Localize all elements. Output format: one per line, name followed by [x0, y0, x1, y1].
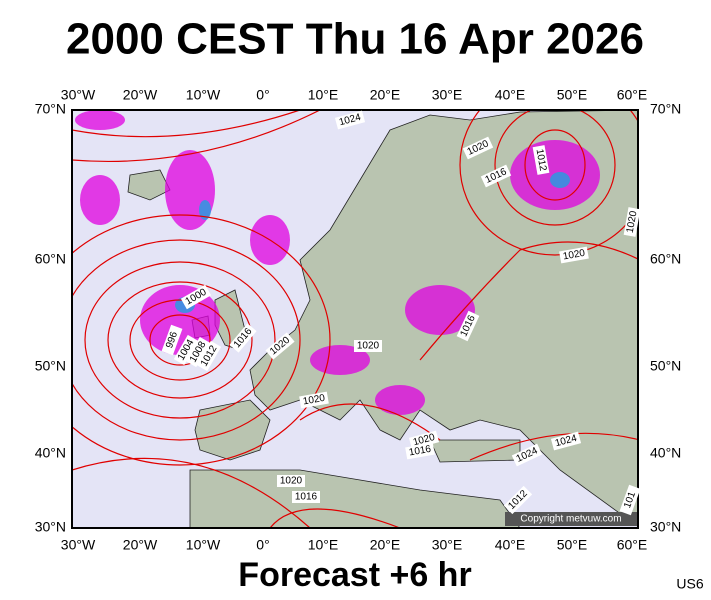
isobar-label-box	[292, 491, 320, 503]
latitude-label: 70°N	[35, 101, 66, 117]
latitude-label: 30°N	[35, 519, 66, 535]
longitude-label: 50°E	[557, 537, 588, 553]
latitude-label: 60°N	[35, 251, 66, 267]
latitude-label: 50°N	[35, 358, 66, 374]
longitude-label: 40°E	[495, 87, 526, 103]
isobar-label-box	[180, 284, 212, 310]
isobar-label-group: 1020	[354, 340, 382, 352]
longitude-label: 20°E	[370, 537, 401, 553]
longitude-label: 10°E	[308, 537, 339, 553]
isobar-label-group: 1024	[334, 110, 366, 130]
latitude-label: 40°N	[35, 445, 66, 461]
longitude-label: 10°W	[186, 87, 221, 103]
isobar-label-box	[173, 334, 199, 366]
isobar-label-group: 101	[619, 484, 641, 516]
isobar-label-box	[354, 340, 382, 352]
isobar-label: 1020	[562, 248, 586, 263]
isobar-label-group: 1020	[277, 475, 305, 487]
isobar-label-box	[532, 145, 550, 175]
longitude-label: 40°E	[495, 537, 526, 553]
isobar-label: 1020	[280, 476, 303, 487]
map-area	[72, 110, 638, 528]
isobar-label-box	[462, 136, 494, 160]
copyright: Copyright metvuw.com	[520, 514, 621, 525]
isobar-label: 1020	[625, 210, 640, 234]
isobar-label: 1016	[408, 444, 432, 459]
map-frame	[71, 109, 639, 529]
isobar-label: 1020	[357, 341, 380, 352]
latitude-label: 40°N	[650, 445, 681, 461]
isobar-label-box	[161, 324, 183, 356]
longitude-label: 60°E	[617, 537, 648, 553]
isobar-label: 1016	[295, 492, 318, 503]
isobar-label-box	[623, 207, 641, 237]
title: 2000 CEST Thu 16 Apr 2026	[66, 15, 644, 64]
isobar-label-box	[229, 323, 257, 353]
longitude-label: 10°W	[186, 537, 221, 553]
isobar-label-group: 1020	[623, 207, 641, 237]
isobar-label-box	[196, 340, 222, 372]
longitude-label: 10°E	[308, 87, 339, 103]
isobar-label-box	[334, 110, 366, 130]
isobar-label-box	[456, 310, 480, 342]
latitude-label: 70°N	[650, 101, 681, 117]
isobar-label-group: 1020	[299, 391, 329, 409]
forecast-label: Forecast +6 hr	[238, 556, 471, 594]
isobar-label-group: 1024	[550, 431, 582, 451]
isobar-label-box	[185, 336, 211, 368]
isobar-label-box	[277, 475, 305, 487]
latitude-label: 30°N	[650, 519, 681, 535]
isobar-label-box	[299, 391, 329, 409]
isobar-label-box	[265, 332, 295, 360]
longitude-label: 20°W	[123, 537, 158, 553]
isobar-label-group: 1016	[292, 491, 320, 503]
longitude-label: 0°	[256, 537, 269, 553]
isobar-label-group: 1020	[559, 246, 589, 264]
longitude-label: 30°W	[61, 537, 96, 553]
isobar-label-box	[511, 443, 543, 467]
longitude-label: 50°E	[557, 87, 588, 103]
isobar-label-box	[619, 484, 641, 516]
longitude-label: 30°E	[432, 87, 463, 103]
isobar-label-box	[550, 431, 582, 451]
isobar-label-group: 1016	[405, 442, 435, 460]
isobar-label-box	[480, 164, 512, 188]
latitude-label: 50°N	[650, 358, 681, 374]
longitude-label: 20°W	[123, 87, 158, 103]
latitude-label: 60°N	[650, 251, 681, 267]
isobar-label-group: 1012	[532, 145, 550, 175]
isobar-label-box	[408, 430, 440, 450]
longitude-label: 30°W	[61, 87, 96, 103]
isobar-label: 1020	[302, 393, 326, 408]
longitude-label: 30°E	[432, 537, 463, 553]
isobar-label-group: 996	[161, 324, 183, 356]
longitude-label: 60°E	[617, 87, 648, 103]
longitude-label: 20°E	[370, 87, 401, 103]
isobar-label-box	[503, 485, 533, 515]
longitude-label: 0°	[256, 87, 269, 103]
isobar-label-box	[405, 442, 435, 460]
isobar-label: 1012	[534, 148, 549, 172]
map-code: US6	[676, 576, 703, 592]
isobar-label-box	[559, 246, 589, 264]
